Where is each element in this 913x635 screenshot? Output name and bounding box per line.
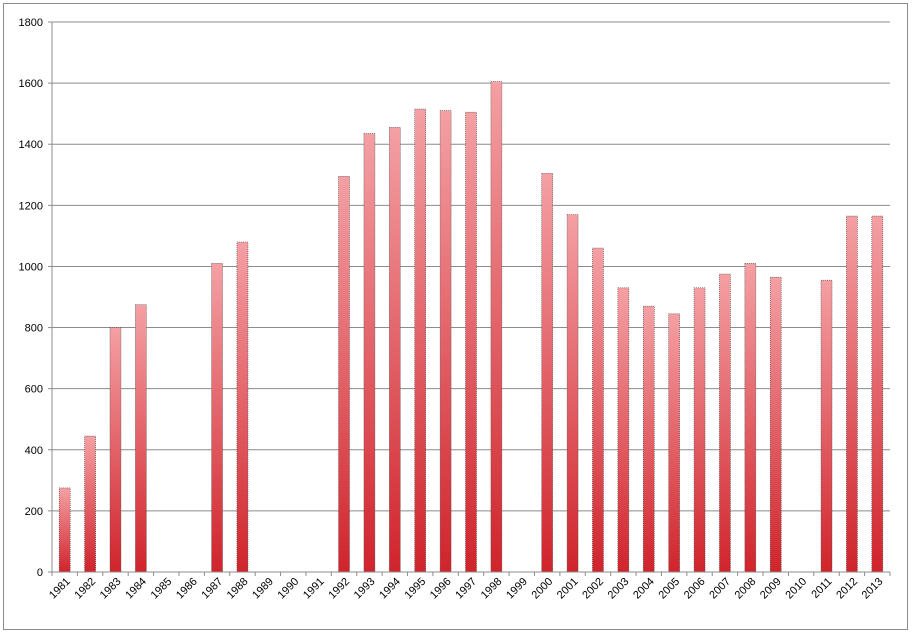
x-tick-label: 1996 — [428, 576, 454, 602]
y-tick-label: 0 — [37, 567, 43, 579]
bar-1982 — [84, 435, 96, 573]
x-tick-label: 1983 — [98, 576, 124, 602]
bar-1983 — [109, 327, 122, 573]
x-tick-label: 1998 — [479, 576, 505, 602]
bar-2007 — [719, 273, 731, 573]
bar-1997 — [465, 111, 477, 573]
bar-2001 — [566, 214, 579, 573]
x-tick-label: 2005 — [656, 576, 682, 602]
x-tick-label: 1994 — [377, 576, 403, 602]
x-tick-label: 1995 — [403, 576, 429, 602]
x-tick-label: 1981 — [47, 576, 73, 602]
bar-1987 — [211, 263, 223, 573]
x-tick-label: 1993 — [352, 576, 378, 602]
x-tick-label: 2000 — [530, 576, 556, 602]
x-tick-label: 2008 — [733, 576, 759, 602]
x-tick-label: 1990 — [276, 576, 302, 602]
x-tick-label: 1991 — [301, 576, 327, 602]
bar-2002 — [592, 247, 604, 573]
x-tick-label: 1992 — [326, 576, 352, 602]
x-tick-label: 1982 — [72, 576, 98, 602]
y-tick-label: 1600 — [19, 78, 43, 90]
bar-1992 — [338, 176, 350, 573]
y-tick-label: 1800 — [19, 17, 43, 29]
x-tick-label: 2003 — [606, 576, 632, 602]
bar-2003 — [617, 287, 630, 573]
x-tick-label: 1986 — [174, 576, 200, 602]
x-tick-label: 2006 — [682, 576, 708, 602]
bar-1988 — [236, 241, 249, 573]
x-tick-label: 1984 — [123, 576, 149, 602]
bar-2005 — [668, 313, 680, 573]
y-tick-label: 1200 — [19, 200, 43, 212]
x-tick-label: 2013 — [860, 576, 886, 602]
bars — [58, 81, 884, 573]
x-tick-label: 2012 — [834, 576, 860, 602]
x-tick-label: 1999 — [504, 576, 530, 602]
y-tick-label: 200 — [25, 506, 43, 518]
y-tick-label: 600 — [25, 384, 43, 396]
x-tick-label: 1985 — [149, 576, 175, 602]
x-tick-label: 2001 — [555, 576, 581, 602]
bar-2008 — [744, 263, 757, 573]
bar-1998 — [490, 81, 503, 573]
bar-1995 — [414, 108, 427, 573]
bar-2013 — [871, 215, 884, 573]
bar-1996 — [439, 110, 452, 573]
x-axis-ticks: 1981 1982 1983 1984 1985 1986 1987 1988 1989 1990… — [47, 572, 891, 602]
x-tick-label: 1989 — [250, 576, 276, 602]
axes — [51, 22, 890, 573]
bar-2012 — [846, 215, 858, 573]
bar-1994 — [389, 127, 401, 573]
y-tick-label: 1400 — [19, 139, 43, 151]
x-tick-label: 2004 — [631, 576, 657, 602]
bar-2006 — [693, 287, 706, 573]
y-tick-label: 1000 — [19, 261, 43, 273]
y-tick-label: 800 — [25, 323, 43, 335]
y-axis-ticks: 0 200 400 600 800 1000 1200 1400 1600 1800 — [19, 17, 52, 579]
x-tick-label: 1987 — [199, 576, 225, 602]
x-tick-label: 2007 — [707, 576, 733, 602]
x-tick-label: 2009 — [758, 576, 784, 602]
bar-1993 — [363, 133, 376, 573]
bar-1984 — [135, 304, 147, 573]
bar-2011 — [820, 279, 833, 573]
x-tick-label: 2010 — [783, 576, 809, 602]
x-tick-label: 2011 — [809, 576, 834, 601]
x-tick-label: 1997 — [453, 576, 479, 602]
bar-2009 — [769, 276, 782, 573]
x-tick-label: 2002 — [580, 576, 606, 602]
bar-2000 — [541, 172, 553, 573]
bar-2004 — [642, 305, 655, 573]
chart-frame — [3, 3, 908, 630]
bar-1981 — [58, 487, 71, 573]
x-tick-label: 1988 — [225, 576, 251, 602]
y-tick-label: 400 — [25, 445, 43, 457]
